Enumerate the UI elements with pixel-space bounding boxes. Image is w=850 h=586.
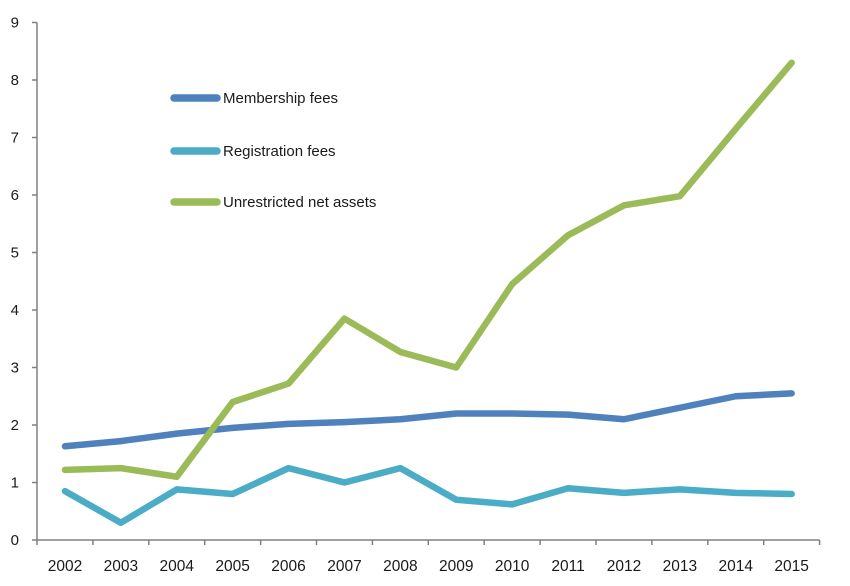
x-tick-label: 2010 — [495, 558, 530, 575]
series-line-membership-fees — [61, 390, 795, 450]
y-tick-label: 8 — [11, 72, 19, 89]
x-tick-label: 2005 — [215, 558, 249, 575]
y-tick-label: 0 — [11, 532, 19, 549]
y-tick-label: 4 — [11, 302, 19, 319]
x-tick-label: 2004 — [160, 558, 195, 575]
series-line-registration-fees — [61, 464, 795, 526]
legend-label: Unrestricted net assets — [223, 194, 376, 211]
legend-item-membership-fees: Membership fees — [170, 90, 338, 107]
y-tick-label: 6 — [11, 187, 19, 204]
legend-item-unrestricted-net-assets: Unrestricted net assets — [170, 194, 376, 211]
legend-item-registration-fees: Registration fees — [170, 143, 336, 160]
legend-label: Membership fees — [223, 90, 338, 107]
legend-label: Registration fees — [223, 143, 336, 160]
x-tick-label: 2006 — [271, 558, 305, 575]
y-tick-label: 1 — [11, 475, 19, 492]
x-tick-label: 2014 — [719, 558, 754, 575]
y-tick-label: 2 — [11, 417, 19, 434]
y-tick-label: 3 — [11, 360, 19, 377]
legend: Membership fees Registration fees Unrestri… — [170, 90, 376, 211]
x-tick-label: 2011 — [551, 558, 584, 575]
x-tick-label: 2003 — [104, 558, 138, 575]
x-tick-label: 2009 — [439, 558, 473, 575]
x-tick-label: 2007 — [327, 558, 361, 575]
x-tick-label: 2013 — [663, 558, 697, 575]
x-tick-label: 2015 — [774, 558, 808, 575]
y-tick-label: 9 — [11, 15, 19, 32]
y-tick-label: 7 — [11, 130, 19, 147]
x-tick-label: 2008 — [383, 558, 417, 575]
x-tick-label: 2012 — [607, 558, 641, 575]
y-tick-label: 5 — [11, 245, 19, 262]
x-tick-label: 2002 — [48, 558, 82, 575]
series-line-unrestricted-net-assets — [61, 59, 795, 480]
